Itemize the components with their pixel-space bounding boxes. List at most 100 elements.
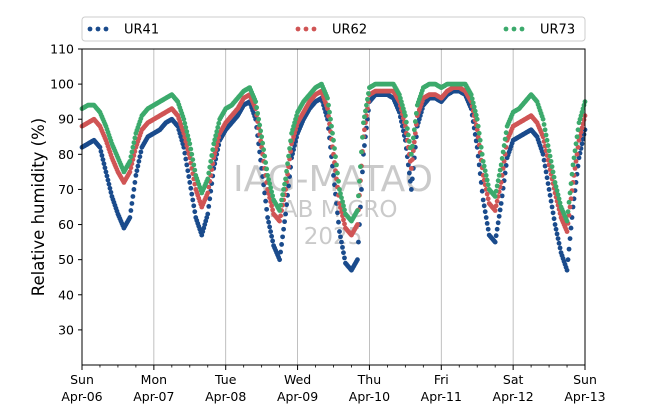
x-tick-day: Sat — [503, 372, 524, 387]
data-point — [286, 153, 291, 159]
data-point — [190, 197, 196, 203]
data-point — [277, 218, 283, 224]
data-point — [549, 164, 555, 170]
data-point — [493, 233, 499, 239]
data-point — [338, 191, 343, 196]
data-point — [567, 204, 573, 210]
data-point — [474, 116, 480, 122]
data-point — [128, 208, 134, 213]
data-point — [270, 207, 276, 213]
y-tick-label: 90 — [58, 112, 74, 127]
data-point — [574, 134, 580, 140]
data-point — [469, 96, 475, 102]
data-point — [205, 176, 211, 182]
data-point — [482, 168, 488, 174]
data-point — [281, 187, 286, 192]
data-point — [338, 234, 343, 240]
data-point — [279, 242, 284, 247]
x-tick-date: Apr-06 — [61, 389, 102, 404]
data-point — [483, 215, 489, 220]
data-point — [265, 173, 271, 178]
data-point — [328, 116, 333, 122]
data-point — [492, 208, 498, 213]
data-point — [499, 193, 505, 199]
data-point — [327, 109, 332, 115]
x-tick-day: Mon — [141, 372, 167, 387]
data-point — [543, 132, 549, 138]
data-point — [330, 163, 335, 169]
y-tick-label: 70 — [58, 182, 74, 197]
data-point — [548, 158, 554, 164]
data-point — [265, 215, 271, 220]
y-tick-label: 100 — [50, 77, 74, 92]
data-point — [355, 208, 360, 213]
legend-marker — [87, 26, 93, 32]
data-point — [206, 204, 212, 209]
data-point — [253, 99, 259, 105]
data-point — [269, 203, 275, 209]
data-point — [216, 120, 222, 126]
data-point — [557, 200, 563, 206]
data-point — [269, 189, 275, 195]
data-point — [184, 129, 190, 134]
x-axis: Sun Apr-06 Mon Apr-07 Tue Apr-08 Wed Apr-09 Thu A… — [61, 365, 606, 404]
data-point — [359, 149, 364, 155]
x-tick-day: Sun — [573, 372, 597, 387]
data-point — [573, 158, 579, 164]
data-point — [285, 161, 290, 167]
legend-entry-UR62: UR62 — [295, 23, 367, 38]
data-point — [127, 169, 133, 175]
data-point — [498, 162, 504, 168]
data-point — [411, 127, 417, 133]
data-point — [361, 120, 366, 126]
data-point — [108, 189, 114, 195]
data-point — [131, 187, 137, 192]
data-point — [130, 194, 136, 199]
data-point — [404, 126, 410, 131]
data-point — [342, 255, 347, 261]
data-point — [485, 196, 491, 202]
data-point — [564, 218, 570, 224]
data-point — [283, 176, 288, 182]
data-point — [580, 136, 586, 142]
data-point — [484, 177, 490, 183]
data-point — [337, 229, 342, 234]
data-point — [214, 129, 220, 134]
data-point — [476, 162, 482, 168]
data-point — [340, 199, 345, 205]
data-point — [339, 239, 344, 245]
data-point — [500, 149, 506, 155]
data-point — [565, 209, 571, 215]
data-point — [574, 151, 580, 157]
data-point — [543, 169, 549, 175]
data-point — [335, 210, 340, 216]
data-point — [409, 176, 415, 182]
legend-marker — [303, 26, 309, 32]
data-point — [279, 197, 284, 203]
data-point — [189, 151, 195, 157]
data-point — [362, 143, 367, 148]
data-point — [192, 167, 198, 173]
data-point — [261, 147, 267, 153]
data-point — [278, 202, 284, 208]
data-point — [575, 144, 581, 150]
data-point — [264, 206, 270, 212]
data-point — [288, 138, 293, 144]
data-point — [336, 178, 341, 184]
data-point — [544, 137, 550, 143]
data-point — [356, 193, 361, 199]
data-point — [569, 171, 575, 177]
data-point — [269, 233, 275, 239]
data-point — [211, 141, 217, 147]
data-point — [99, 153, 105, 158]
data-point — [268, 185, 274, 191]
x-tick-day: Fri — [434, 372, 449, 387]
data-point — [494, 183, 500, 189]
x-tick-day: Wed — [284, 372, 311, 387]
y-tick-label: 30 — [58, 322, 74, 337]
data-point — [408, 187, 414, 192]
data-point — [191, 162, 197, 168]
data-point — [405, 132, 411, 138]
data-point — [257, 122, 263, 128]
data-point — [336, 219, 341, 225]
